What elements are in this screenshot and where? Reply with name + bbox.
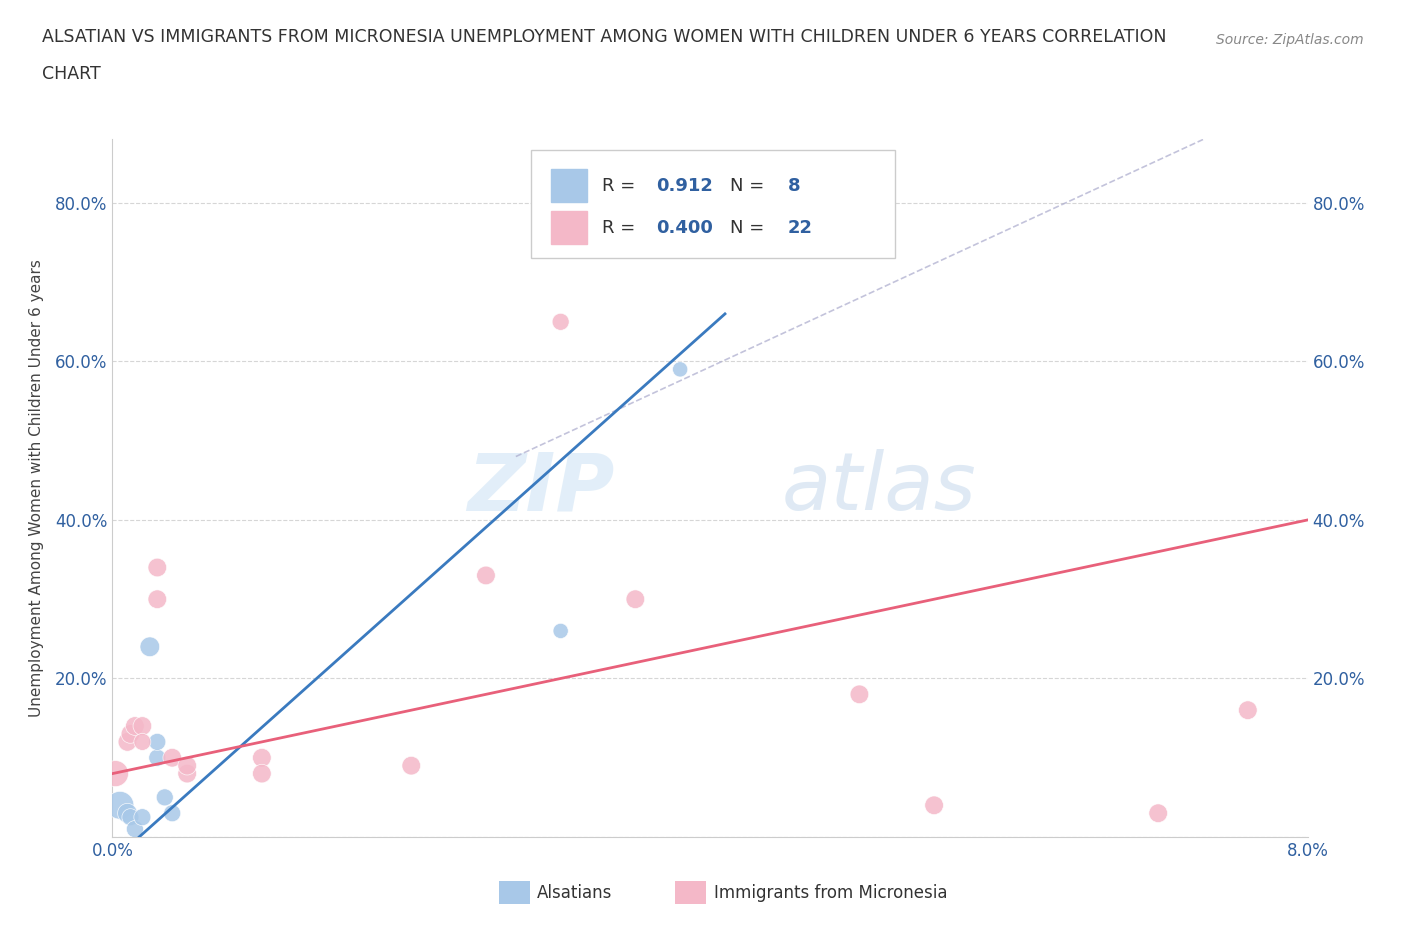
Text: atlas: atlas (782, 449, 977, 527)
Point (1237, 703, 1260, 718)
Point (162, 751, 183, 765)
Point (153, 790, 176, 804)
Point (176, 758, 198, 773)
Text: Alsatians: Alsatians (537, 884, 613, 902)
FancyBboxPatch shape (551, 169, 586, 203)
Text: R =: R = (602, 219, 641, 237)
Point (162, 805, 183, 820)
Point (139, 639, 162, 654)
Point (624, 591, 647, 606)
Point (550, 623, 572, 638)
Point (176, 766, 198, 781)
Point (124, 821, 146, 836)
Point (104, 766, 127, 781)
Y-axis label: Unemployment Among Women with Children Under 6 years: Unemployment Among Women with Children U… (30, 259, 44, 717)
Point (108, 798, 131, 813)
Text: 0.912: 0.912 (657, 177, 713, 194)
Text: Immigrants from Micronesia: Immigrants from Micronesia (714, 884, 948, 902)
Text: 22: 22 (787, 219, 813, 237)
FancyBboxPatch shape (551, 211, 586, 245)
Text: N =: N = (730, 177, 770, 194)
Text: ZIP: ZIP (467, 449, 614, 527)
Point (1147, 805, 1170, 820)
Text: ALSATIAN VS IMMIGRANTS FROM MICRONESIA UNEMPLOYMENT AMONG WOMEN WITH CHILDREN UN: ALSATIAN VS IMMIGRANTS FROM MICRONESIA U… (42, 28, 1167, 46)
Point (120, 810, 142, 825)
Text: N =: N = (730, 219, 770, 237)
Text: R =: R = (602, 177, 641, 194)
Point (146, 591, 169, 606)
Point (250, 751, 273, 765)
Point (401, 758, 423, 773)
Point (146, 560, 169, 575)
Point (250, 766, 273, 781)
Point (922, 798, 945, 813)
Point (124, 719, 146, 734)
Point (120, 726, 142, 741)
Point (669, 235, 692, 250)
FancyBboxPatch shape (531, 150, 896, 259)
Point (131, 735, 153, 750)
Point (117, 805, 139, 820)
Point (146, 735, 169, 750)
Text: 8: 8 (787, 177, 800, 194)
Point (131, 719, 153, 734)
Point (146, 751, 169, 765)
Point (117, 735, 139, 750)
Point (131, 810, 153, 825)
Point (550, 314, 572, 329)
Text: CHART: CHART (42, 65, 101, 83)
Text: Source: ZipAtlas.com: Source: ZipAtlas.com (1216, 33, 1364, 46)
Text: 0.400: 0.400 (657, 219, 713, 237)
Point (475, 568, 498, 583)
Point (848, 687, 870, 702)
Point (669, 362, 692, 377)
